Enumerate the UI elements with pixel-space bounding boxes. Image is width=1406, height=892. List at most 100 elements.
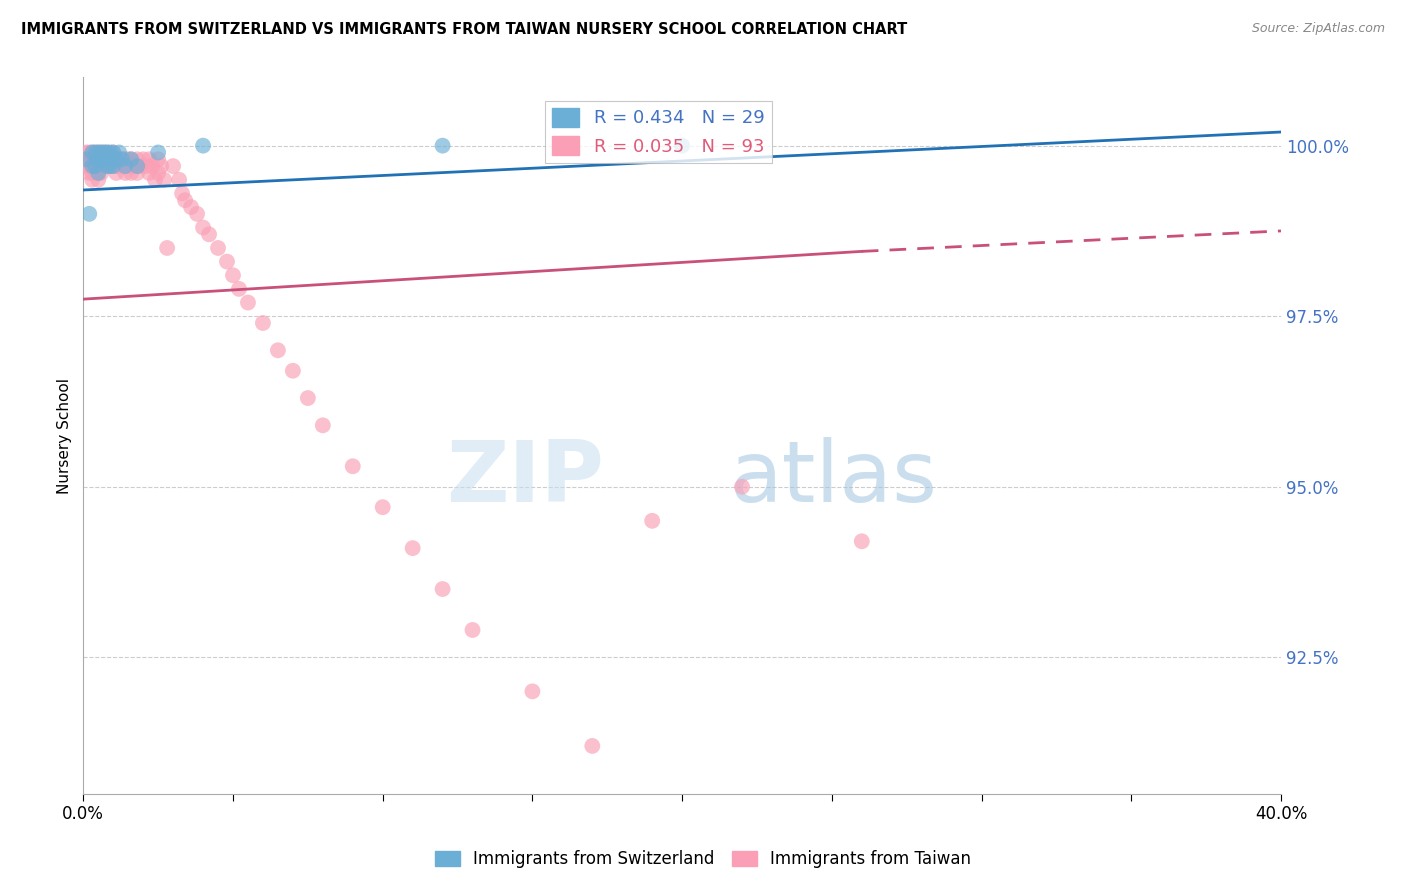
Point bbox=[522, 684, 544, 698]
Point bbox=[82, 153, 104, 167]
Point bbox=[146, 153, 169, 167]
Point bbox=[96, 145, 118, 160]
Point bbox=[103, 159, 125, 173]
Point bbox=[82, 166, 104, 180]
Point bbox=[77, 145, 100, 160]
Point bbox=[167, 173, 190, 187]
Point bbox=[143, 173, 166, 187]
Point bbox=[98, 159, 121, 173]
Point bbox=[114, 159, 136, 173]
Point bbox=[87, 145, 110, 160]
Point bbox=[93, 153, 115, 167]
Point bbox=[96, 153, 118, 167]
Point bbox=[75, 145, 97, 160]
Point bbox=[117, 153, 139, 167]
Point bbox=[90, 153, 112, 167]
Point bbox=[252, 316, 274, 330]
Point bbox=[198, 227, 221, 242]
Point bbox=[82, 145, 104, 160]
Point bbox=[312, 418, 335, 433]
Point bbox=[87, 145, 110, 160]
Point bbox=[111, 153, 134, 167]
Point bbox=[141, 159, 163, 173]
Point bbox=[98, 145, 121, 160]
Point bbox=[93, 159, 115, 173]
Point bbox=[146, 145, 169, 160]
Point bbox=[77, 153, 100, 167]
Point bbox=[156, 241, 179, 255]
Point bbox=[127, 159, 149, 173]
Point bbox=[87, 153, 110, 167]
Point bbox=[111, 153, 134, 167]
Point bbox=[138, 166, 160, 180]
Point bbox=[98, 153, 121, 167]
Point bbox=[127, 166, 149, 180]
Point bbox=[77, 153, 100, 167]
Point bbox=[82, 145, 104, 160]
Point bbox=[461, 623, 484, 637]
Point bbox=[108, 153, 131, 167]
Point bbox=[87, 153, 110, 167]
Point bbox=[84, 159, 107, 173]
Point bbox=[96, 145, 118, 160]
Point bbox=[641, 514, 664, 528]
Point bbox=[105, 153, 128, 167]
Point bbox=[96, 159, 118, 173]
Point bbox=[146, 166, 169, 180]
Point bbox=[90, 159, 112, 173]
Point bbox=[75, 153, 97, 167]
Point bbox=[93, 153, 115, 167]
Point bbox=[297, 391, 319, 405]
Point bbox=[207, 241, 229, 255]
Point bbox=[114, 166, 136, 180]
Point bbox=[228, 282, 250, 296]
Point bbox=[87, 173, 110, 187]
Point bbox=[432, 582, 454, 596]
Point bbox=[180, 200, 202, 214]
Point bbox=[84, 166, 107, 180]
Y-axis label: Nursery School: Nursery School bbox=[58, 377, 72, 493]
Point bbox=[108, 145, 131, 160]
Legend: R = 0.434   N = 29, R = 0.035   N = 93: R = 0.434 N = 29, R = 0.035 N = 93 bbox=[544, 101, 772, 163]
Point bbox=[103, 153, 125, 167]
Point bbox=[122, 159, 145, 173]
Point bbox=[671, 138, 693, 153]
Point bbox=[120, 166, 142, 180]
Point bbox=[127, 153, 149, 167]
Point bbox=[108, 159, 131, 173]
Point bbox=[93, 145, 115, 160]
Point bbox=[87, 166, 110, 180]
Point bbox=[111, 159, 134, 173]
Point bbox=[103, 145, 125, 160]
Point bbox=[281, 364, 304, 378]
Point bbox=[87, 166, 110, 180]
Point bbox=[135, 159, 157, 173]
Point bbox=[432, 138, 454, 153]
Point bbox=[75, 153, 97, 167]
Point bbox=[84, 145, 107, 160]
Point bbox=[93, 145, 115, 160]
Point bbox=[371, 500, 394, 515]
Point bbox=[90, 153, 112, 167]
Point bbox=[851, 534, 873, 549]
Legend: Immigrants from Switzerland, Immigrants from Taiwan: Immigrants from Switzerland, Immigrants … bbox=[429, 844, 977, 875]
Point bbox=[90, 166, 112, 180]
Text: atlas: atlas bbox=[730, 437, 938, 520]
Point bbox=[731, 480, 754, 494]
Point bbox=[82, 173, 104, 187]
Point bbox=[172, 186, 194, 201]
Point bbox=[581, 739, 603, 753]
Point bbox=[162, 159, 184, 173]
Point bbox=[174, 193, 197, 207]
Point bbox=[138, 153, 160, 167]
Point bbox=[342, 459, 364, 474]
Point bbox=[222, 268, 245, 283]
Point bbox=[98, 159, 121, 173]
Point bbox=[186, 207, 208, 221]
Text: ZIP: ZIP bbox=[447, 437, 605, 520]
Point bbox=[236, 295, 259, 310]
Point bbox=[84, 145, 107, 160]
Point bbox=[120, 153, 142, 167]
Point bbox=[103, 159, 125, 173]
Text: Source: ZipAtlas.com: Source: ZipAtlas.com bbox=[1251, 22, 1385, 36]
